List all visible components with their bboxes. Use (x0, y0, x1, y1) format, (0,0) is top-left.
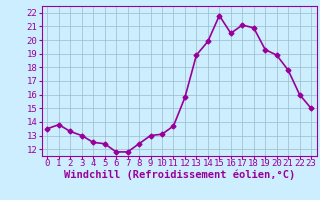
X-axis label: Windchill (Refroidissement éolien,°C): Windchill (Refroidissement éolien,°C) (64, 169, 295, 180)
